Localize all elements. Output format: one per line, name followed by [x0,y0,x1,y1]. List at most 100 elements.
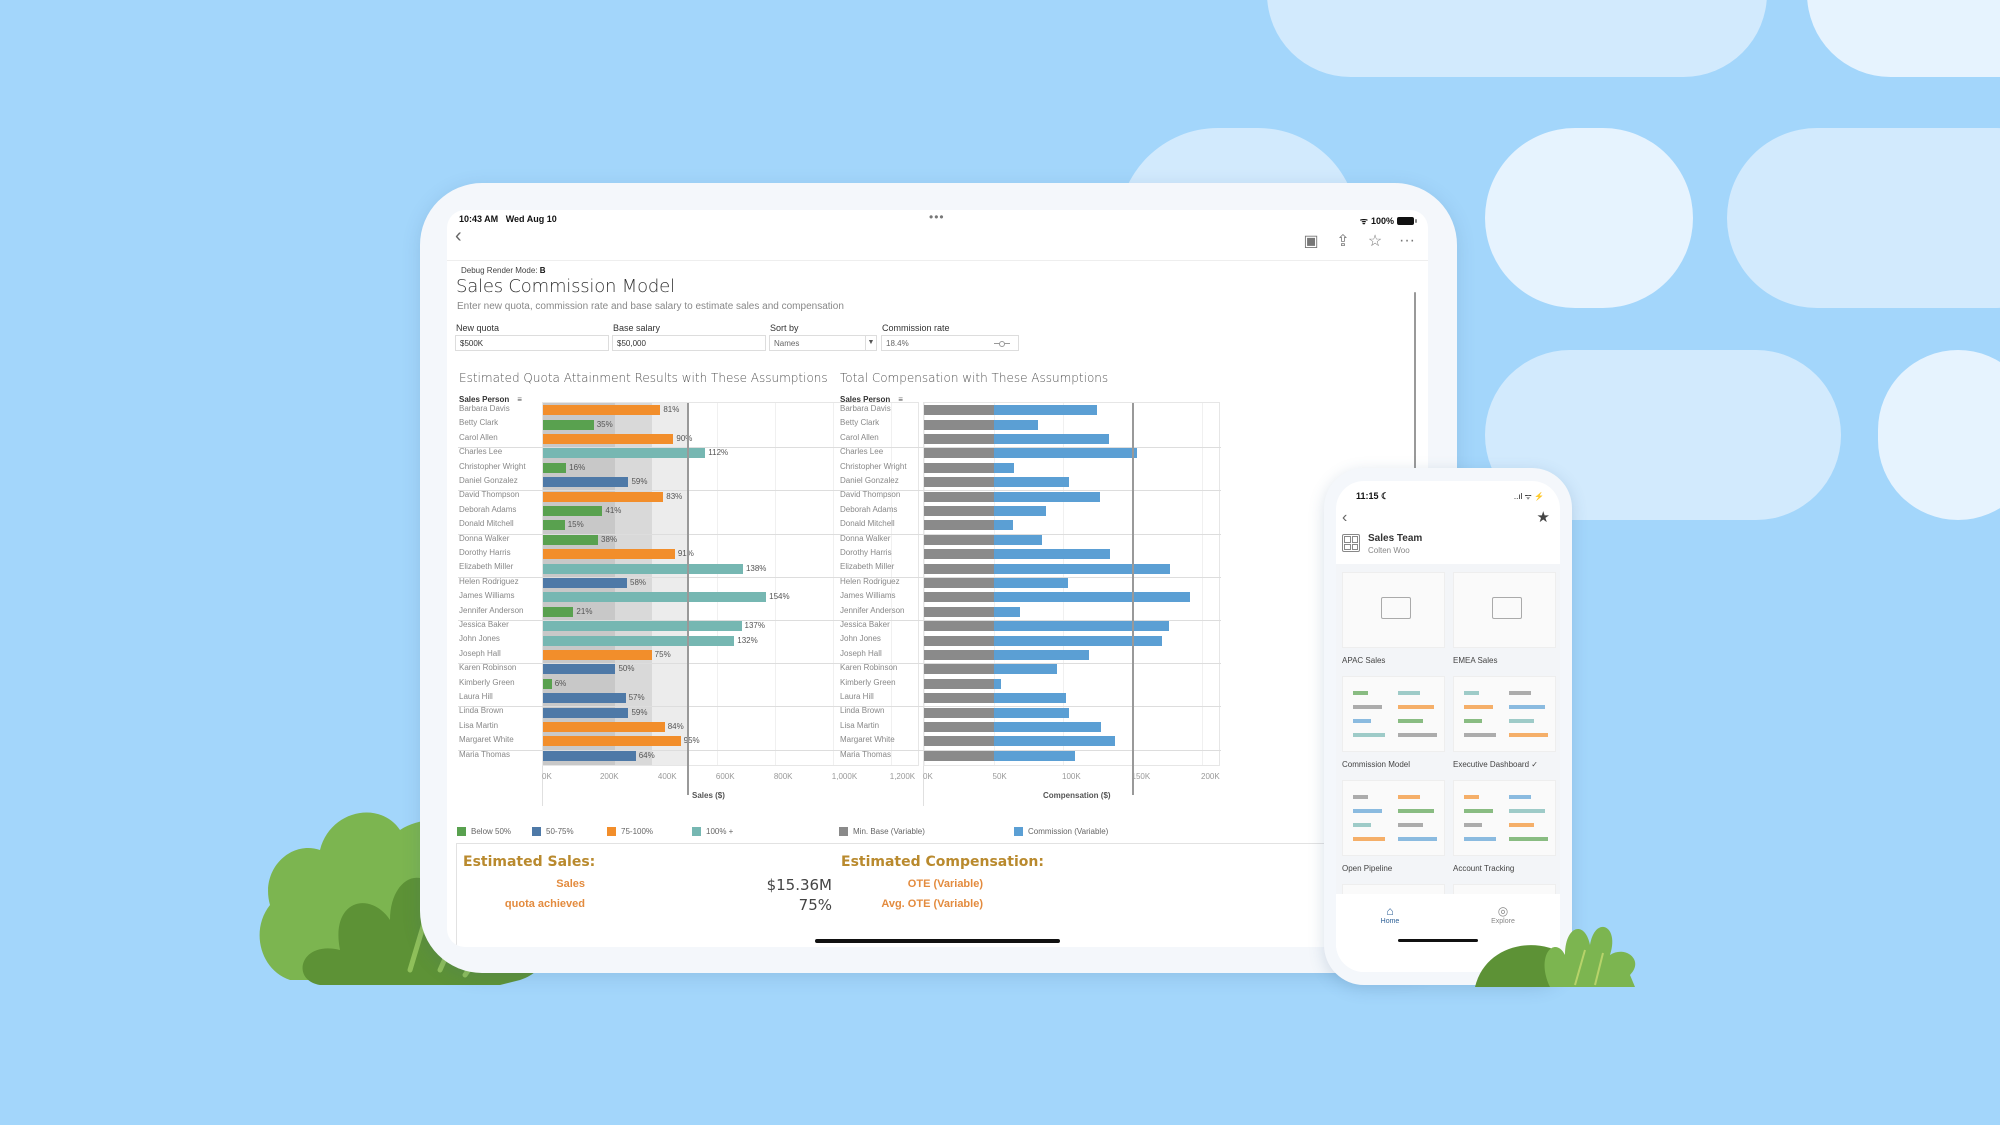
base-bar[interactable] [924,635,994,646]
base-bar[interactable] [924,520,994,531]
base-bar[interactable] [924,578,994,588]
legend-item[interactable]: Commission (Variable) [1014,827,1108,836]
commission-bar[interactable] [993,563,1171,574]
commission-bar[interactable] [993,635,1163,646]
sales-bar[interactable] [543,635,735,646]
sales-person-name[interactable]: Donald Mitchell [840,519,895,529]
base-bar[interactable] [924,621,994,632]
base-bar[interactable] [924,419,994,430]
phone-favorite-star-icon[interactable]: ★ [1536,509,1550,526]
sales-person-name[interactable]: John Jones [459,634,500,644]
data-guide-icon[interactable]: ▣ [1303,233,1319,250]
sales-person-name[interactable]: Lisa Martin [459,720,499,730]
base-bar[interactable] [924,506,994,516]
commission-bar[interactable] [993,707,1069,718]
sales-bar[interactable] [543,693,626,704]
sales-person-name[interactable]: Kimberly Green [840,677,896,687]
base-salary-input[interactable]: $50,000 [612,335,766,351]
legend-item[interactable]: 75-100% [607,827,653,836]
content-card[interactable]: EMEA Sales [1453,572,1556,665]
sales-person-name[interactable]: Daniel Gonzalez [459,476,518,485]
content-card[interactable]: Account Tracking [1453,780,1556,873]
sales-bar[interactable] [543,534,599,545]
sales-bar[interactable] [543,736,681,747]
sales-person-name[interactable]: Charles Lee [840,447,884,457]
commission-bar[interactable] [993,736,1115,747]
sales-bar[interactable] [543,678,552,689]
sales-person-name[interactable]: Elizabeth Miller [840,562,895,572]
sales-person-name[interactable]: Christopher Wright [840,461,907,471]
commission-bar[interactable] [993,434,1109,444]
sales-person-name[interactable]: Betty Clark [459,418,499,428]
sales-person-name[interactable]: Laura Hill [459,692,493,701]
sales-person-name[interactable]: David Thompson [840,490,901,500]
sales-person-name[interactable]: Maria Thomas [459,749,510,759]
sales-bar[interactable] [543,722,665,732]
sales-person-name[interactable]: James Williams [840,591,896,601]
commission-bar[interactable] [993,477,1069,488]
favorite-star-icon[interactable]: ☆ [1367,233,1383,250]
content-card[interactable]: Commission Model [1342,676,1445,769]
sales-person-name[interactable]: Kimberly Green [459,677,515,687]
sales-bar[interactable] [543,707,629,718]
commission-bar[interactable] [993,419,1039,430]
commission-bar[interactable] [993,722,1101,732]
sales-person-name[interactable]: Linda Brown [840,706,885,716]
commission-bar[interactable] [993,506,1046,516]
multitasking-dots[interactable]: ••• [929,210,945,224]
sales-bar[interactable] [543,477,629,488]
sales-bar[interactable] [543,578,628,588]
commission-bar[interactable] [993,750,1076,761]
base-bar[interactable] [924,678,994,689]
sales-person-name[interactable]: Margaret White [459,735,514,745]
sales-person-name[interactable]: Jessica Baker [840,620,890,629]
sales-person-name[interactable]: Charles Lee [459,447,503,457]
commission-bar[interactable] [993,578,1068,588]
sales-person-name[interactable]: Joseph Hall [459,648,501,658]
commission-bar[interactable] [993,650,1090,660]
base-bar[interactable] [924,592,994,603]
sort-by-dropdown[interactable]: Names ▼ [769,335,877,351]
commission-bar[interactable] [993,606,1021,617]
phone-back-button[interactable]: ‹ [1342,509,1348,526]
legend-item[interactable]: Min. Base (Variable) [839,827,925,836]
sales-person-name[interactable]: Karen Robinson [459,663,517,673]
back-button[interactable]: ‹ [455,225,462,247]
new-quota-input[interactable]: $500K [455,335,609,351]
base-bar[interactable] [924,606,994,617]
sales-bar[interactable] [543,448,706,459]
base-bar[interactable] [924,722,994,732]
base-bar[interactable] [924,563,994,574]
sort-icon[interactable]: ≡ [517,395,522,404]
sales-person-name[interactable]: Jennifer Anderson [840,605,905,615]
legend-item[interactable]: Below 50% [457,827,511,836]
sales-bar[interactable] [543,549,675,560]
commission-rate-input[interactable]: 18.4% [881,335,1019,351]
base-bar[interactable] [924,707,994,718]
content-card[interactable]: APAC Sales [1342,572,1445,665]
sales-bar[interactable] [543,606,574,617]
base-bar[interactable] [924,448,994,459]
base-bar[interactable] [924,549,994,560]
sales-person-name[interactable]: James Williams [459,591,515,601]
sales-person-name[interactable]: Carol Allen [459,432,498,442]
sales-bar[interactable] [543,491,664,502]
commission-bar[interactable] [993,664,1058,675]
sales-bar[interactable] [543,462,567,473]
sales-person-name[interactable]: Laura Hill [840,692,874,701]
sales-person-name[interactable]: Linda Brown [459,706,504,716]
sort-icon[interactable]: ≡ [898,395,903,404]
base-bar[interactable] [924,491,994,502]
sales-person-name[interactable]: Joseph Hall [840,648,882,658]
share-icon[interactable]: ⇪ [1336,233,1350,250]
content-card[interactable]: Open Pipeline [1342,780,1445,873]
sales-person-name[interactable]: Carol Allen [840,432,879,442]
sales-person-name[interactable]: Elizabeth Miller [459,562,514,572]
commission-bar[interactable] [993,592,1191,603]
base-bar[interactable] [924,434,994,444]
sales-bar[interactable] [543,520,565,531]
sales-person-name[interactable]: Lisa Martin [840,720,880,730]
sales-person-name[interactable]: Dorothy Harris [459,548,511,557]
commission-bar[interactable] [993,491,1100,502]
sales-person-name[interactable]: Helen Rodriguez [459,576,519,586]
